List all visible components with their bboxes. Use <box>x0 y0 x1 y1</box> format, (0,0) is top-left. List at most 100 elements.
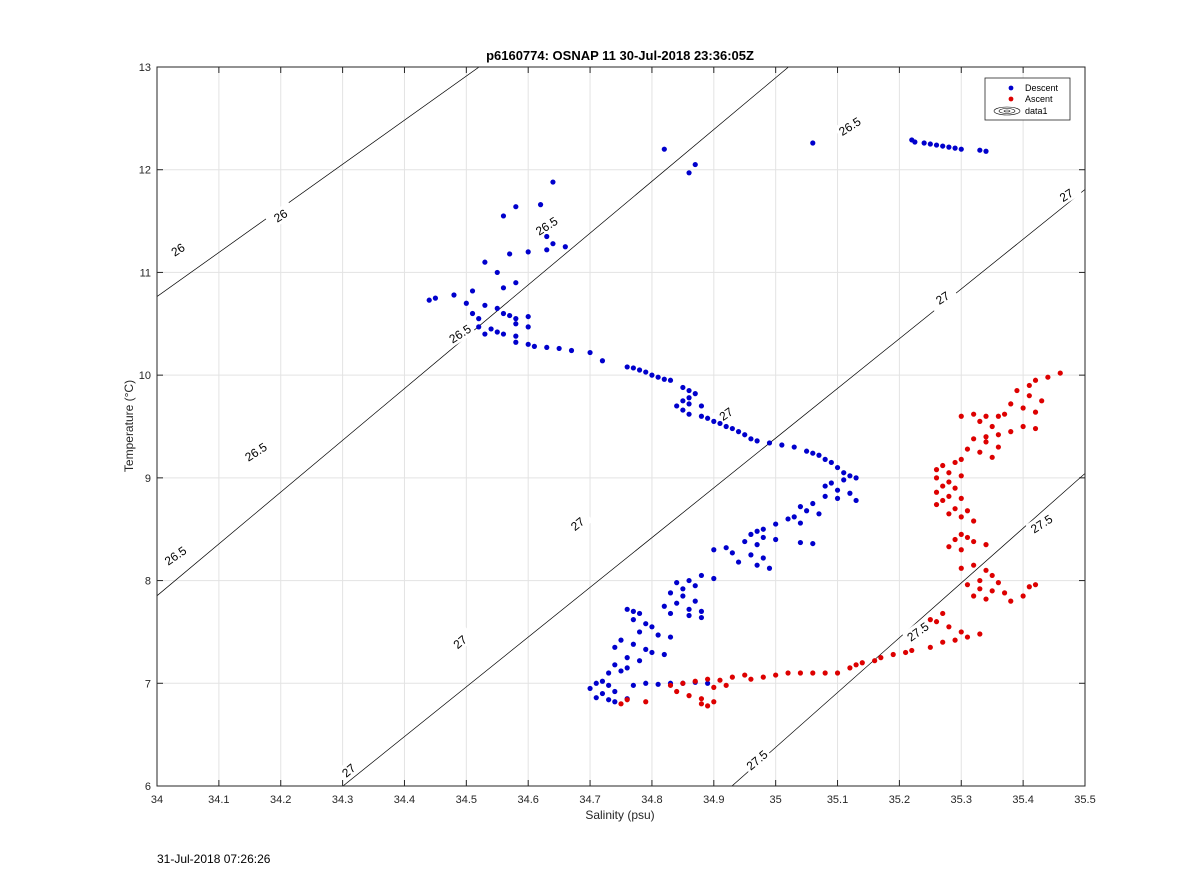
data-point <box>692 678 698 684</box>
contour-label-bg <box>444 627 476 657</box>
data-point <box>909 647 915 654</box>
data-point <box>804 448 810 454</box>
data-point <box>958 531 964 537</box>
data-point <box>958 565 964 571</box>
data-point <box>667 682 674 688</box>
contour-label-bg <box>332 755 365 785</box>
data-point <box>890 651 896 658</box>
data-point <box>544 247 550 253</box>
data-point <box>964 534 971 541</box>
data-point <box>717 420 723 427</box>
x-tick-label: 34.6 <box>517 794 538 806</box>
contour-label-bg <box>926 283 959 312</box>
data-point <box>958 473 964 479</box>
y-tick-label: 10 <box>139 370 151 382</box>
data-point <box>958 547 964 553</box>
legend-contour-icon <box>1003 109 1011 113</box>
x-tick-label: 35 <box>770 794 782 806</box>
data-point <box>630 365 636 371</box>
data-point <box>804 508 810 514</box>
data-point <box>674 600 680 606</box>
data-point <box>933 475 940 481</box>
data-point <box>705 676 711 682</box>
data-point <box>482 302 488 308</box>
data-point <box>550 241 556 247</box>
data-point <box>686 401 692 407</box>
data-point <box>872 658 878 664</box>
y-tick-label: 7 <box>145 678 151 690</box>
data-point <box>667 634 674 640</box>
series-ascent <box>618 370 1063 709</box>
data-point <box>686 612 692 619</box>
data-point <box>544 233 550 240</box>
data-point <box>859 660 865 666</box>
data-point <box>680 407 686 413</box>
contour-line-26 <box>157 67 480 298</box>
data-point <box>692 598 698 604</box>
data-point <box>525 341 531 347</box>
data-point <box>661 603 667 609</box>
data-point <box>630 617 636 623</box>
data-point <box>940 639 946 645</box>
data-point <box>810 540 816 547</box>
x-tick-label: 35.3 <box>951 794 972 806</box>
data-point <box>599 690 606 697</box>
legend-marker <box>1008 96 1014 102</box>
data-point <box>568 347 575 354</box>
data-point <box>711 684 717 690</box>
data-point <box>667 590 674 596</box>
data-point <box>562 244 568 250</box>
data-point <box>686 170 692 176</box>
data-point <box>1020 423 1026 430</box>
data-point <box>797 539 804 546</box>
contour-label-bg <box>161 235 194 264</box>
data-point <box>482 331 488 337</box>
data-point <box>500 213 507 219</box>
data-point <box>525 313 531 320</box>
data-point <box>630 608 636 614</box>
data-point <box>661 651 667 658</box>
data-point <box>952 637 958 643</box>
data-point <box>649 649 655 656</box>
data-point <box>593 680 599 686</box>
data-point <box>878 655 884 661</box>
data-point <box>692 391 698 397</box>
data-point <box>797 520 804 526</box>
data-point <box>711 418 717 424</box>
data-point <box>649 624 655 630</box>
data-point <box>754 438 760 444</box>
data-point <box>822 493 828 499</box>
data-point <box>1020 405 1026 411</box>
data-point <box>729 674 735 680</box>
legend-contour-icon <box>998 108 1016 114</box>
data-point <box>946 479 952 485</box>
legend-box <box>984 77 1071 121</box>
data-point <box>1032 425 1039 432</box>
data-point <box>636 658 643 664</box>
contour-label-bg <box>1025 509 1058 538</box>
data-point <box>680 593 686 599</box>
data-point <box>760 555 766 561</box>
data-point <box>674 580 680 586</box>
data-point <box>717 677 723 683</box>
data-point <box>933 142 940 148</box>
data-point <box>686 395 692 401</box>
data-point <box>983 413 989 419</box>
data-point <box>618 668 624 674</box>
data-point <box>1039 398 1045 404</box>
data-point <box>705 703 711 709</box>
data-point <box>507 312 513 319</box>
data-point <box>995 432 1001 438</box>
data-point <box>940 483 946 489</box>
data-point <box>599 678 606 684</box>
data-point <box>432 295 438 301</box>
data-point <box>983 439 989 445</box>
data-point <box>705 680 711 686</box>
data-point <box>754 528 760 534</box>
data-point <box>822 483 828 489</box>
data-point <box>587 349 593 356</box>
data-point <box>822 456 828 462</box>
data-point <box>958 514 964 520</box>
data-point <box>593 695 599 701</box>
data-point <box>649 372 655 378</box>
